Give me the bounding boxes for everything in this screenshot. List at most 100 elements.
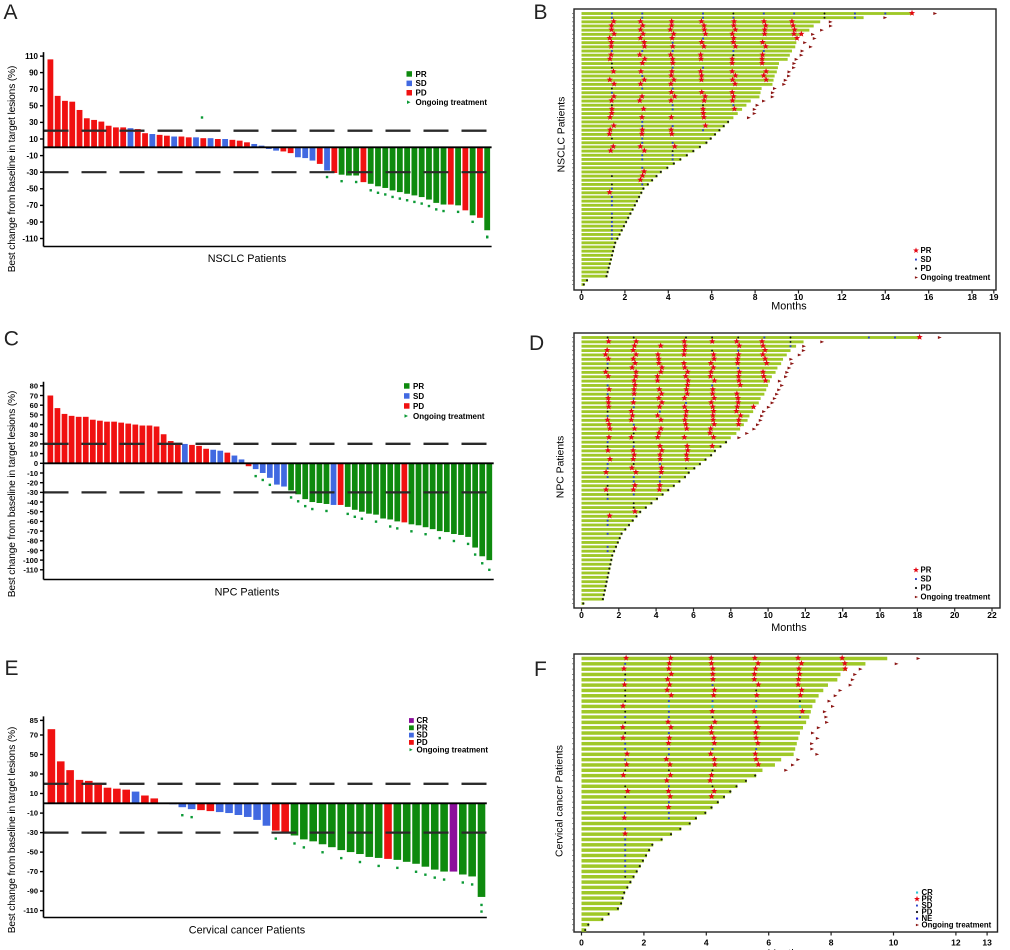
svg-text:Ongoing treatment: Ongoing treatment [921, 273, 991, 282]
svg-text:18: 18 [913, 610, 923, 620]
svg-text:-90: -90 [27, 887, 38, 896]
svg-text:Months: Months [771, 301, 807, 313]
svg-text:Cervical cancer Patients: Cervical cancer Patients [555, 745, 566, 857]
svg-text:14: 14 [881, 292, 891, 302]
svg-text:-110: -110 [23, 906, 38, 915]
svg-text:10: 10 [30, 789, 38, 798]
svg-text:-50: -50 [27, 508, 38, 517]
svg-text:0: 0 [579, 938, 584, 948]
svg-text:20: 20 [30, 440, 38, 449]
svg-text:-10: -10 [26, 151, 38, 160]
svg-text:Ongoing treatment: Ongoing treatment [921, 593, 991, 602]
svg-text:Ongoing treatment: Ongoing treatment [416, 98, 488, 107]
svg-text:PR: PR [921, 246, 932, 255]
svg-text:50: 50 [30, 750, 38, 759]
svg-text:2: 2 [616, 610, 621, 620]
svg-text:6: 6 [766, 938, 771, 948]
svg-text:2: 2 [642, 938, 647, 948]
svg-text:30: 30 [30, 430, 38, 439]
svg-text:-30: -30 [27, 828, 38, 837]
svg-text:60: 60 [30, 401, 38, 410]
svg-text:8: 8 [753, 292, 758, 302]
svg-text:-110: -110 [22, 234, 38, 243]
svg-text:NE: NE [922, 914, 933, 923]
svg-text:0: 0 [579, 292, 584, 302]
svg-text:PR: PR [416, 70, 427, 79]
svg-text:4: 4 [654, 610, 659, 620]
svg-text:-10: -10 [27, 809, 38, 818]
svg-text:8: 8 [829, 938, 834, 948]
svg-text:16: 16 [875, 610, 885, 620]
svg-text:6: 6 [709, 292, 714, 302]
svg-text:-70: -70 [27, 527, 38, 536]
svg-text:-80: -80 [27, 537, 38, 546]
svg-text:110: 110 [25, 52, 38, 61]
svg-text:70: 70 [29, 85, 38, 94]
svg-text:PR: PR [922, 895, 933, 904]
svg-text:12: 12 [951, 938, 961, 948]
svg-text:Best change from baseline in t: Best change from baseline in target lesi… [7, 727, 18, 933]
svg-text:Ongoing treatment: Ongoing treatment [922, 921, 992, 930]
svg-text:Best change from baseline in t: Best change from baseline in target lesi… [7, 391, 18, 597]
svg-text:Months: Months [767, 948, 803, 950]
svg-text:50: 50 [29, 102, 38, 111]
svg-text:20: 20 [950, 610, 960, 620]
svg-text:SD: SD [921, 575, 932, 584]
svg-text:-90: -90 [27, 546, 38, 555]
svg-text:10: 10 [763, 610, 773, 620]
svg-text:-40: -40 [27, 498, 38, 507]
svg-text:18: 18 [967, 292, 977, 302]
svg-text:SD: SD [417, 731, 428, 740]
svg-text:40: 40 [30, 420, 38, 429]
svg-text:4: 4 [666, 292, 671, 302]
svg-text:PD: PD [922, 908, 933, 917]
svg-text:16: 16 [924, 292, 934, 302]
svg-text:PD: PD [921, 264, 932, 273]
svg-text:-50: -50 [27, 848, 38, 857]
svg-text:SD: SD [416, 79, 427, 88]
svg-text:-70: -70 [27, 867, 38, 876]
svg-text:E: E [5, 657, 19, 680]
svg-text:B: B [534, 1, 548, 24]
svg-text:85: 85 [30, 716, 38, 725]
svg-text:PR: PR [413, 382, 424, 391]
svg-text:12: 12 [801, 610, 811, 620]
svg-text:NPC Patients: NPC Patients [556, 436, 567, 498]
svg-text:-10: -10 [27, 469, 38, 478]
svg-text:10: 10 [29, 135, 38, 144]
svg-text:NPC Patients: NPC Patients [215, 587, 280, 599]
svg-text:NSCLC Patients: NSCLC Patients [208, 253, 287, 265]
svg-text:-30: -30 [26, 168, 38, 177]
svg-text:80: 80 [30, 382, 38, 391]
svg-text:PD: PD [417, 738, 428, 747]
svg-text:10: 10 [794, 292, 804, 302]
svg-text:Cervical cancer Patients: Cervical cancer Patients [189, 925, 306, 937]
svg-text:13: 13 [982, 938, 992, 948]
svg-text:-110: -110 [23, 566, 38, 575]
svg-text:19: 19 [989, 292, 999, 302]
svg-text:NSCLC Patients: NSCLC Patients [557, 97, 568, 173]
svg-text:D: D [529, 332, 544, 355]
svg-text:PR: PR [921, 566, 932, 575]
svg-text:8: 8 [728, 610, 733, 620]
svg-text:CR: CR [922, 888, 934, 897]
svg-text:PD: PD [416, 89, 427, 98]
svg-text:C: C [4, 328, 19, 351]
svg-text:Ongoing treatment: Ongoing treatment [413, 412, 485, 421]
svg-text:30: 30 [29, 118, 38, 127]
svg-text:12: 12 [837, 292, 847, 302]
svg-text:0: 0 [34, 459, 38, 468]
svg-text:22: 22 [987, 610, 997, 620]
svg-text:6: 6 [691, 610, 696, 620]
svg-text:0: 0 [579, 610, 584, 620]
svg-text:70: 70 [30, 731, 38, 740]
svg-text:PD: PD [413, 402, 424, 411]
svg-text:2: 2 [623, 292, 628, 302]
svg-text:-100: -100 [23, 556, 38, 565]
svg-text:90: 90 [29, 68, 38, 77]
svg-text:PD: PD [921, 584, 932, 593]
svg-text:SD: SD [922, 901, 933, 910]
svg-text:Best change from baseline in t: Best change from baseline in target lesi… [7, 66, 18, 272]
svg-text:Ongoing treatment: Ongoing treatment [417, 745, 489, 754]
svg-text:Months: Months [771, 622, 807, 634]
